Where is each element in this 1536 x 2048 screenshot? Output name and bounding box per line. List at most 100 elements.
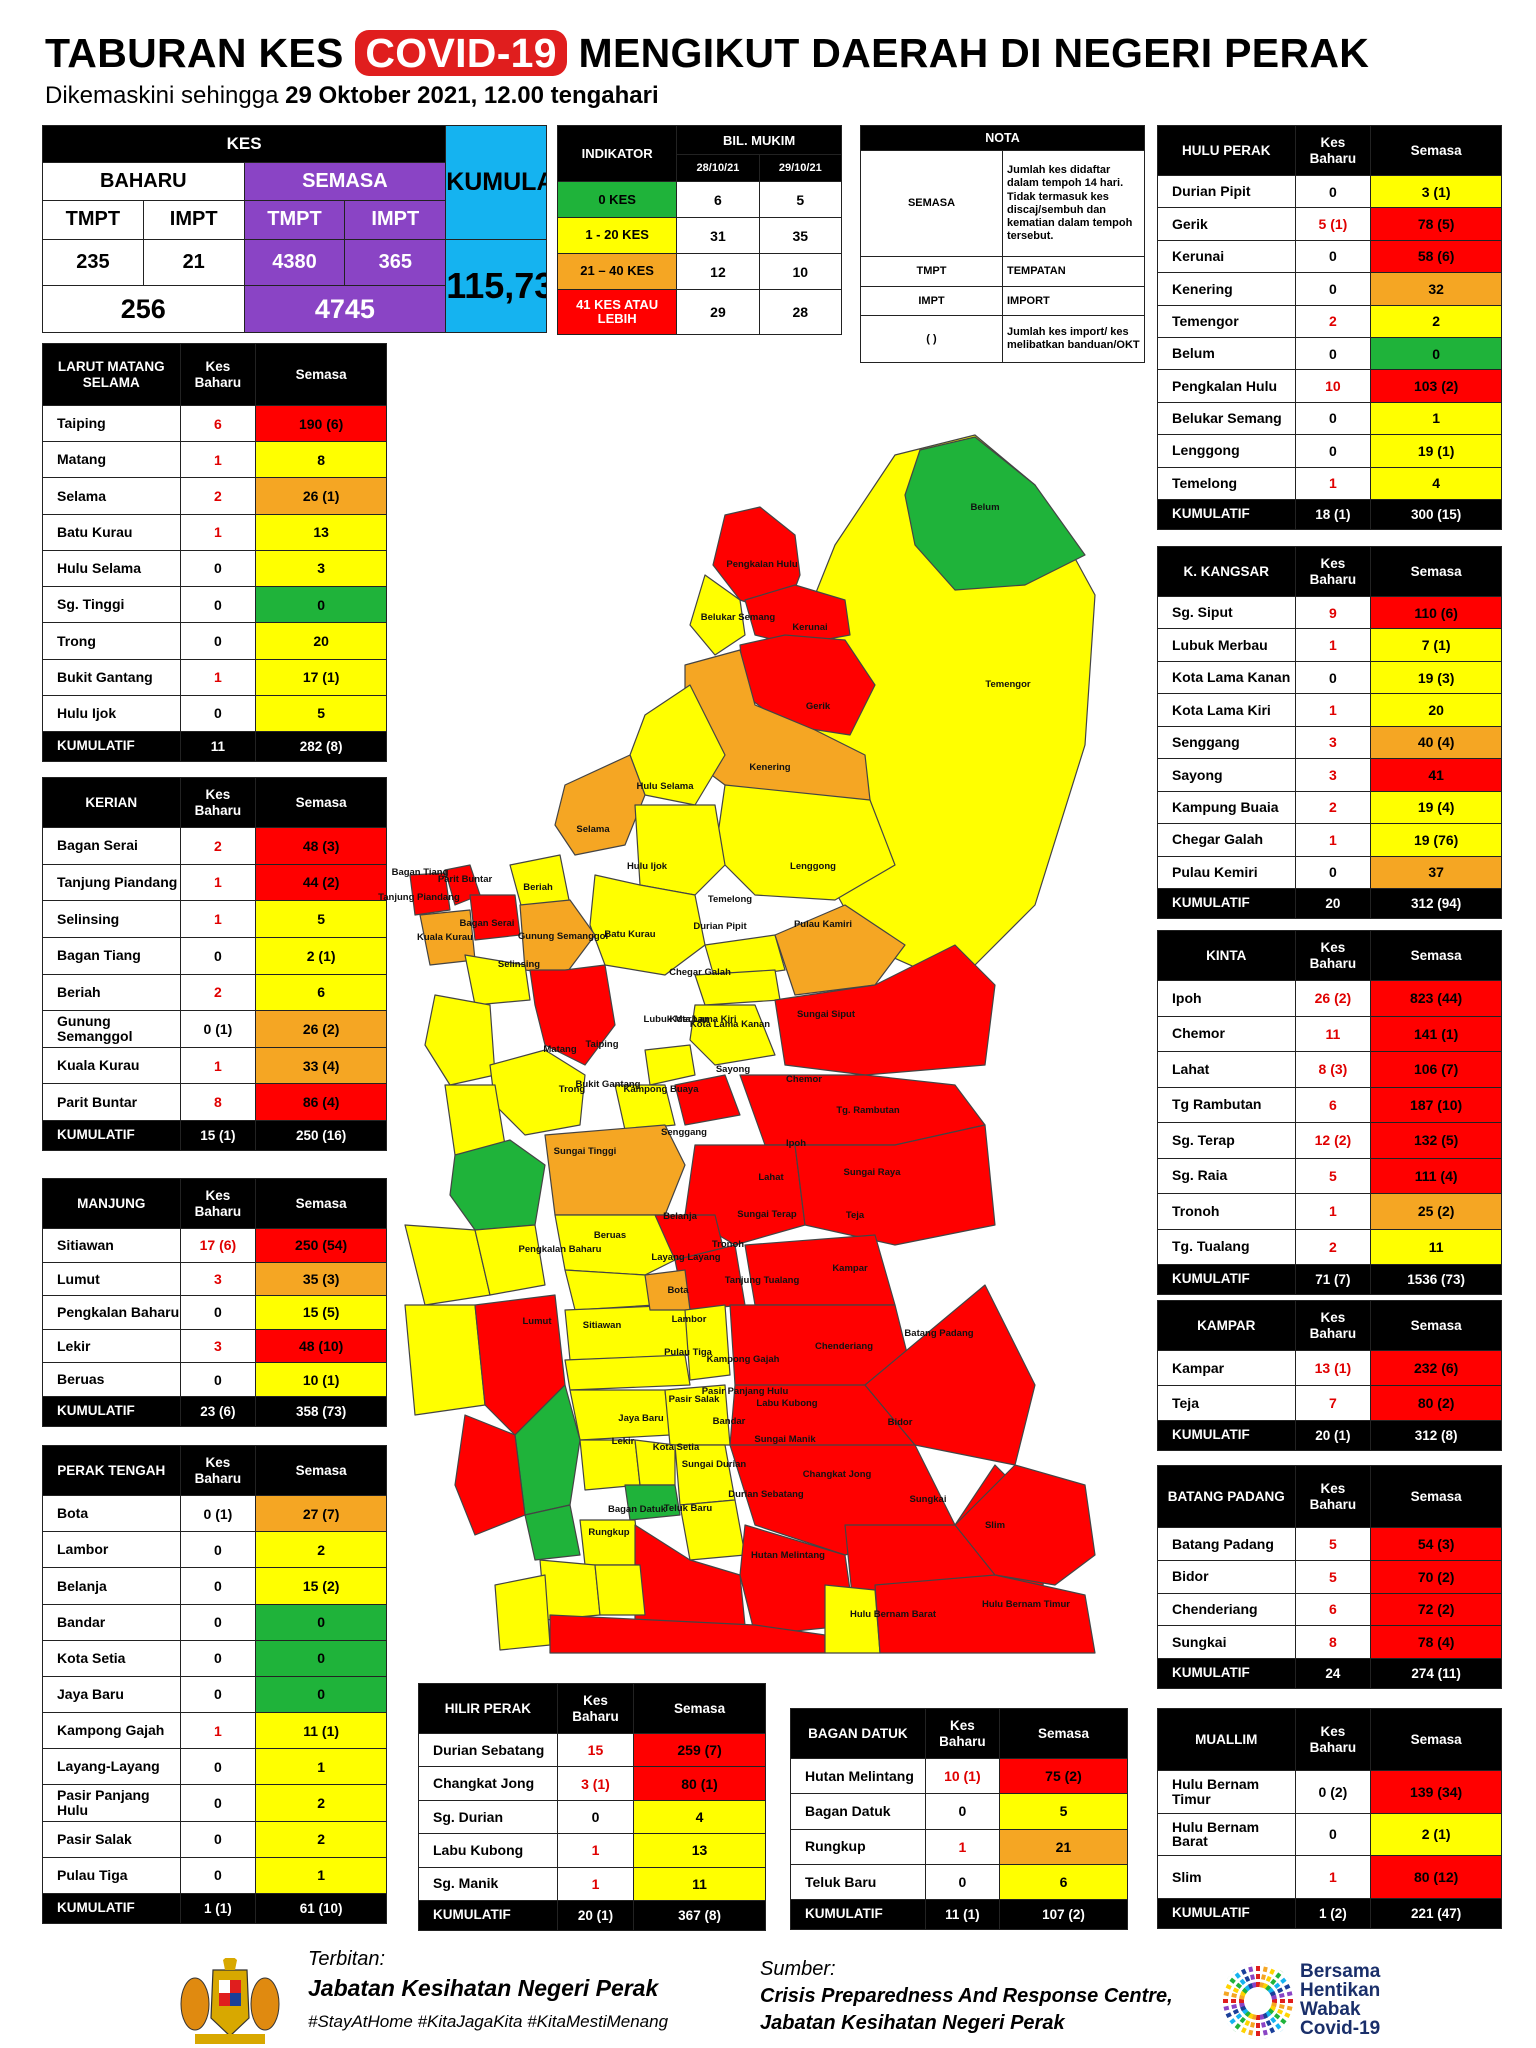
map-region-durian-sebatang <box>634 1524 746 1636</box>
map-label: Teja <box>845 1210 865 1222</box>
map-region-lambor <box>564 1354 691 1391</box>
map-label: Sungai Tinggi <box>553 1146 617 1158</box>
table-row: Hulu Bernam Timur 0 (2) 139 (34) <box>1157 1770 1502 1814</box>
map-region-labu-kubong <box>674 1444 736 1506</box>
table-row: Taiping 6 190 (6) <box>42 404 387 443</box>
map-label: Pulau Tiga <box>664 1347 712 1359</box>
map-label: Temengor <box>985 679 1031 691</box>
map-label: Hulu Ijok <box>626 861 668 873</box>
table-row: Chegar Galah 1 19 (76) <box>1157 823 1502 857</box>
table-row: Pulau Kemiri 0 37 <box>1157 855 1502 889</box>
table-row: Batang Padang 5 54 (3) <box>1157 1527 1502 1561</box>
table-kangsar: K. KANGSAR Kes Baharu Semasa Sg. Siput 9 110 … <box>1157 546 1502 919</box>
map-region-belum <box>904 436 1086 591</box>
map-region-teja <box>744 1234 896 1306</box>
map-region-belukar-semang <box>689 574 746 656</box>
map-region-sungai-siput <box>774 944 996 1076</box>
table-kampar: KAMPAR Kes Baharu Semasa Kampar 13 (1) 232 (6… <box>1157 1300 1502 1451</box>
map-label: Lekir <box>611 1436 635 1448</box>
map-label: Bukit Gantang <box>575 1079 641 1091</box>
map-region-bagan-datuk <box>539 1559 601 1621</box>
table-row: Slim 1 80 (12) <box>1157 1855 1502 1899</box>
table-row: Sg. Raia 5 111 (4) <box>1157 1157 1502 1194</box>
map-label: Pengkalan Hulu <box>726 559 798 571</box>
table-row: Layang-Layang 0 1 <box>42 1748 387 1786</box>
map-label: Sungai Terap <box>737 1209 797 1221</box>
map-region-batang-padang <box>864 1284 1036 1466</box>
table-row: Temelong 1 4 <box>1157 466 1502 500</box>
table-row: Kota Lama Kanan 0 19 (3) <box>1157 660 1502 695</box>
table-row: Trong 0 20 <box>42 622 387 660</box>
map-label: Kampong Gajah <box>706 1354 780 1366</box>
map-label: Sitiawan <box>582 1320 622 1332</box>
map-region-beruas <box>474 1224 546 1296</box>
table-row: Durian Sebatang 15 259 (7) <box>418 1732 766 1768</box>
nota-table: NOTA SEMASA Jumlah kes didaftar dalam tem… <box>860 124 1145 363</box>
table-row: Sg. Manik 1 11 <box>418 1866 766 1901</box>
map-label: Lenggong <box>790 861 836 873</box>
map-label: Sungai Raya <box>843 1167 901 1179</box>
map-region-sungai-raya <box>794 1124 996 1246</box>
map-label: Layang Layang <box>651 1252 721 1264</box>
table-row: Pulau Tiga 0 1 <box>42 1856 387 1894</box>
table-row: Temengor 2 2 <box>1157 304 1502 338</box>
indikator-row: 21 – 40 KES 12 10 <box>556 253 843 291</box>
map-label: Hulu Selama <box>636 781 694 793</box>
map-label: Batu Kurau <box>604 929 656 941</box>
map-label: Senggang <box>661 1127 707 1139</box>
table-row: Kenering 0 32 <box>1157 272 1502 306</box>
table-row: Teja 7 80 (2) <box>1157 1385 1502 1421</box>
map-label: Kota Lama Kiri <box>669 1014 737 1026</box>
map-label: Chegar Galah <box>669 967 731 979</box>
map-label: Pasir Panjang Hulu <box>701 1386 789 1398</box>
map-label: Bandar <box>712 1416 746 1428</box>
sumber-label: Sumber: <box>760 1958 836 1980</box>
map-label: Bagan Tiang <box>391 867 449 879</box>
map-label: Kenering <box>749 762 791 774</box>
table-row: Sitiawan 17 (6) 250 (54) <box>42 1228 387 1263</box>
table-row: Bagan Serai 2 48 (3) <box>42 827 387 865</box>
perak-crest-logo <box>180 1958 280 2044</box>
table-row: Sg. Tinggi 0 0 <box>42 586 387 624</box>
map-label: Kuala Kurau <box>417 932 473 944</box>
map-label: Sayong <box>715 1064 751 1076</box>
table-row: Kerunai 0 58 (6) <box>1157 239 1502 274</box>
table-row: Pengkalan Baharu 0 15 (5) <box>42 1295 387 1330</box>
map-label: Parit Buntar <box>437 874 493 886</box>
map-label: Gunung Semanggol <box>517 931 609 943</box>
table-row: Hulu Selama 0 3 <box>42 549 387 588</box>
map-region-bandar <box>624 1484 681 1521</box>
map-label: Tanjung Tualang <box>724 1275 800 1287</box>
table-row: Tanjung Piandang 1 44 (2) <box>42 863 387 902</box>
table-row: Ipoh 26 (2) 823 (44) <box>1157 980 1502 1017</box>
map-region-gunung-semanggol <box>519 899 596 976</box>
table-batang: BATANG PADANG Kes Baharu Semasa Batang Pada… <box>1157 1465 1502 1689</box>
map-region-taiping <box>529 964 616 1066</box>
footer: Terbitan: Jabatan Kesihatan Negeri Perak… <box>0 1940 1536 2048</box>
map-label: Sungai Manik <box>754 1434 816 1446</box>
map-label: Kerunai <box>792 622 828 634</box>
table-row: Lubuk Merbau 1 7 (1) <box>1157 628 1502 662</box>
source-line-1: Crisis Preparedness And Response Centre, <box>760 1985 1173 2007</box>
table-row: Kampung Buaia 2 19 (4) <box>1157 790 1502 825</box>
indikator-legend: INDIKATOR BIL. MUKIM 28/10/21 29/10/21 0 K… <box>556 124 843 335</box>
indikator-row: 41 KES ATAU LEBIH 29 28 <box>556 289 843 335</box>
map-label: Trong <box>558 1084 586 1096</box>
map-label: Teluk Baru <box>663 1503 713 1515</box>
map-label: Hulu Bernam Timur <box>982 1599 1070 1611</box>
map-label: Pengkalan Baharu <box>518 1244 602 1256</box>
map-label: Gerik <box>805 701 831 713</box>
table-row: Matang 1 8 <box>42 441 387 479</box>
map-region-matang <box>424 994 496 1086</box>
indikator-row: 0 KES 6 5 <box>556 181 843 219</box>
map-label: Ipoh <box>785 1138 807 1150</box>
map-region-belanja <box>554 1214 676 1276</box>
table-kinta: KINTA Kes Baharu Semasa Ipoh 26 (2) 823 (44) C… <box>1157 930 1502 1295</box>
map-region-bagan-tiang <box>409 872 451 916</box>
map-region-sungai-tinggi <box>449 1139 546 1231</box>
table-row: Kota Lama Kiri 1 20 <box>1157 693 1502 727</box>
map-region-lekir <box>454 1414 526 1536</box>
table-row: Beriah 2 6 <box>42 973 387 1012</box>
table-row: Lumut 3 35 (3) <box>42 1261 387 1297</box>
